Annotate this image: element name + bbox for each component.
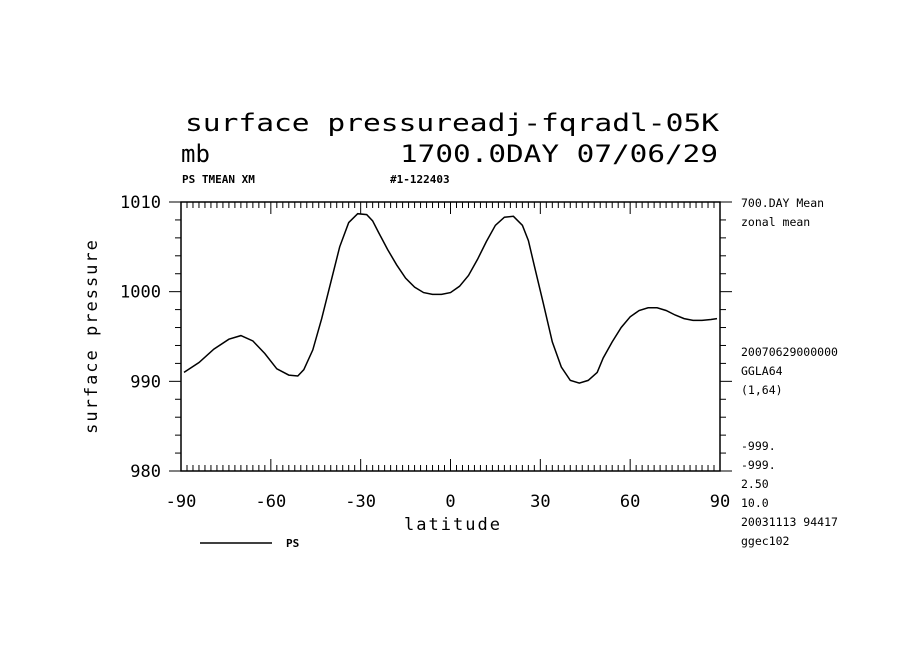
plot-frame bbox=[180, 201, 721, 472]
side-info-mid-line: (1,64) bbox=[741, 383, 783, 397]
side-info-bottom-line: ggec102 bbox=[741, 534, 789, 548]
side-info-top-line: zonal mean bbox=[741, 215, 810, 229]
x-tick-label: 0 bbox=[445, 492, 455, 512]
day-label: 1700.0DAY 07/06/29 bbox=[400, 140, 718, 168]
side-info-mid-line: GGLA64 bbox=[741, 364, 783, 378]
side-info: 700.DAY Mean zonal mean 20070629000000 GGLA… bbox=[741, 196, 838, 548]
x-tick-label: 30 bbox=[530, 492, 550, 512]
chart-title: surface pressureadj-fqradl-05K bbox=[185, 109, 720, 137]
series-line-ps bbox=[183, 212, 718, 384]
variable-label: PS TMEAN XM bbox=[182, 173, 255, 186]
side-info-mid-line: 20070629000000 bbox=[741, 345, 838, 359]
y-tick-label: 990 bbox=[130, 372, 161, 392]
y-tick-label: 1000 bbox=[120, 283, 161, 303]
axis-ticks bbox=[169, 201, 732, 472]
side-info-bottom-line: 10.0 bbox=[741, 496, 769, 510]
legend-label: PS bbox=[286, 537, 299, 550]
side-info-bottom-line: -999. bbox=[741, 458, 776, 472]
x-axis-label: latitude bbox=[404, 515, 502, 535]
x-tick-label: -30 bbox=[345, 492, 376, 512]
x-tick-label: 60 bbox=[620, 492, 640, 512]
y-tick-label: 1010 bbox=[120, 193, 161, 213]
side-info-bottom-line: 2.50 bbox=[741, 477, 769, 491]
side-info-bottom-line: 20031113 94417 bbox=[741, 515, 838, 529]
y-tick-label: 980 bbox=[130, 462, 161, 482]
side-info-bottom-line: -999. bbox=[741, 439, 776, 453]
side-info-top-line: 700.DAY Mean bbox=[741, 196, 824, 210]
x-tick-label: -90 bbox=[166, 492, 197, 512]
x-tick-label: 90 bbox=[710, 492, 730, 512]
y-axis-label: surface pressure bbox=[82, 238, 102, 434]
run-label: #1-122403 bbox=[390, 173, 450, 186]
units-label: mb bbox=[181, 140, 210, 168]
axis-tick-labels: -90 -60 -30 0 30 60 90 980 990 1000 1010 bbox=[120, 193, 730, 512]
x-tick-label: -60 bbox=[255, 492, 286, 512]
